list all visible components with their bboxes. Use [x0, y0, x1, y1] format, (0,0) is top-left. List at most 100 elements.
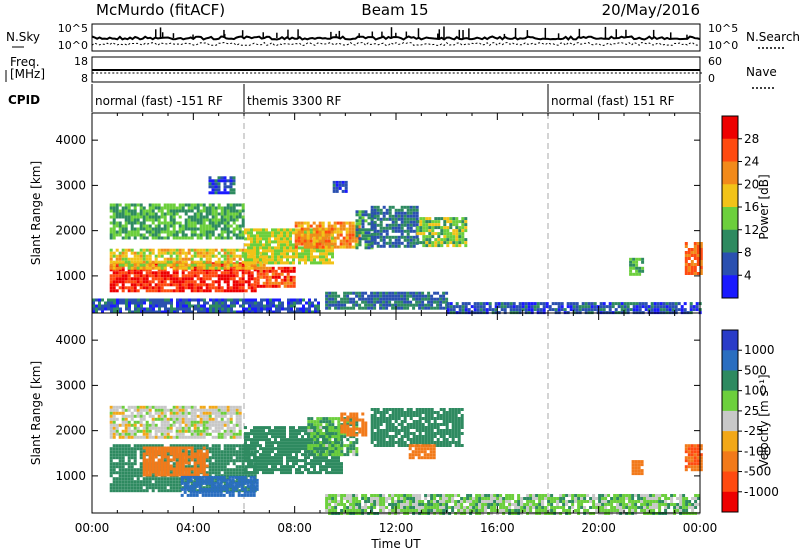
heatmap-cell [118, 215, 122, 219]
heatmap-cell [166, 260, 170, 264]
heatmap-cell [295, 453, 298, 457]
heatmap-cell [151, 405, 155, 409]
heatmap-cell [699, 266, 703, 269]
heatmap-cell [394, 229, 398, 233]
heatmap-cell [226, 477, 230, 481]
heatmap-cell [259, 435, 262, 439]
heatmap-cell [172, 227, 176, 231]
heatmap-cell [464, 217, 468, 221]
heatmap-cell [142, 251, 146, 255]
heatmap-cell [121, 251, 125, 255]
heatmap-cell [181, 203, 185, 207]
heatmap-cell [250, 266, 254, 270]
heatmap-cell [349, 297, 353, 301]
heatmap-cell [142, 233, 146, 237]
heatmap-cell [130, 203, 134, 207]
heatmap-cell [118, 268, 122, 272]
heatmap-cell [181, 432, 185, 436]
heatmap-cell [115, 233, 119, 237]
heatmap-cell [190, 266, 194, 270]
heatmap-cell [687, 257, 691, 260]
heatmap-cell [310, 462, 313, 466]
heatmap-cell [269, 301, 272, 305]
heatmap-cell [133, 277, 137, 281]
heatmap-cell [202, 203, 206, 207]
heatmap-cell [152, 298, 155, 302]
heatmap-cell [199, 215, 203, 219]
heatmap-cell [205, 233, 209, 237]
heatmap-cell [262, 263, 266, 267]
heatmap-cell [214, 462, 218, 466]
heatmap-cell [319, 252, 322, 256]
heatmap-cell [176, 310, 179, 314]
heatmap-cell [314, 304, 317, 308]
heatmap-cell [373, 235, 377, 239]
heatmap-cell [304, 444, 307, 448]
heatmap-cell [325, 261, 328, 265]
heatmap-cell [301, 258, 304, 262]
heatmap-cell [157, 203, 161, 207]
heatmap-cell [187, 266, 191, 270]
heatmap-cell [211, 450, 215, 454]
heatmap-cell [163, 218, 167, 222]
heatmap-cell [124, 236, 128, 240]
heatmap-cell [244, 471, 247, 475]
heatmap-cell [431, 226, 435, 230]
heatmap-cell [202, 209, 206, 213]
heatmap-cell [271, 231, 274, 235]
heatmap-cell [151, 236, 155, 240]
heatmap-cell [148, 470, 152, 474]
heatmap-cell [127, 209, 131, 213]
heatmap-cell [336, 236, 340, 240]
heatmap-cell [241, 453, 245, 457]
heatmap-cell [259, 272, 263, 276]
heatmap-cell [193, 423, 197, 427]
heatmap-cell [358, 240, 362, 244]
heatmap-cell [124, 477, 128, 481]
heatmap-cell [283, 468, 286, 472]
heatmap-cell [109, 450, 113, 454]
heatmap-cell [548, 308, 552, 312]
heatmap-cell [130, 414, 134, 418]
heatmap-cell [283, 246, 286, 250]
heatmap-cell [202, 268, 206, 272]
heatmap-cell [148, 423, 152, 427]
heatmap-cell [317, 301, 320, 305]
heatmap-cell [412, 297, 416, 301]
heatmap-cell [269, 307, 272, 311]
heatmap-cell [687, 269, 691, 272]
heatmap-cell [229, 215, 233, 219]
heatmap-cell [400, 205, 404, 209]
heatmap-cell [151, 489, 155, 493]
heatmap-cell [125, 307, 128, 311]
heatmap-cell [298, 459, 301, 463]
heatmap-cell [110, 301, 113, 305]
heatmap-cell [388, 214, 392, 218]
heatmap-cell [187, 257, 191, 261]
heatmap-cell [388, 238, 392, 242]
heatmap-cell [271, 284, 275, 288]
heatmap-cell [265, 237, 268, 241]
heatmap-cell [241, 456, 245, 460]
heatmap-cell [166, 426, 170, 430]
heatmap-cell [181, 467, 185, 471]
heatmap-cell [297, 239, 301, 243]
heatmap-cell [145, 280, 149, 284]
heatmap-cell [434, 223, 438, 227]
heatmap-cell [192, 487, 196, 491]
heatmap-cell [115, 471, 119, 475]
heatmap-cell [304, 252, 307, 256]
heatmap-cell [286, 269, 290, 273]
heatmap-cell [445, 291, 449, 295]
heatmap-cell [136, 215, 140, 219]
heatmap-cell [193, 206, 197, 210]
heatmap-cell [195, 493, 199, 497]
heatmap-cell [136, 203, 140, 207]
heatmap-cell [309, 239, 313, 243]
heatmap-cell [107, 301, 110, 305]
heatmap-cell [167, 298, 170, 302]
heatmap-cell [112, 230, 116, 234]
heatmap-cell [136, 483, 140, 487]
heatmap-cell [193, 265, 197, 269]
heatmap-cell [458, 244, 462, 248]
